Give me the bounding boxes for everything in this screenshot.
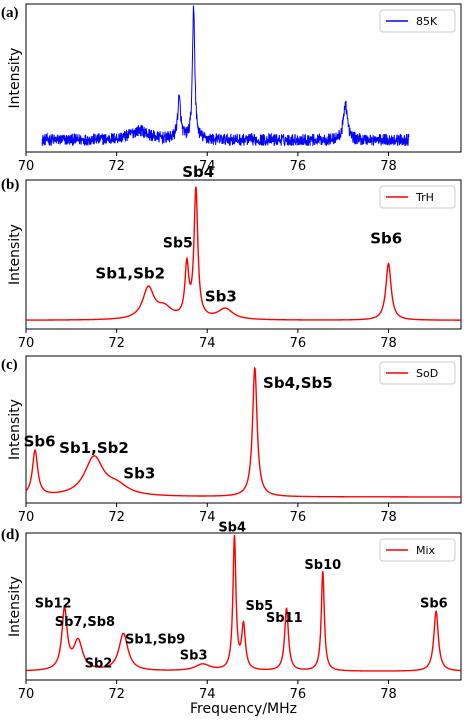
peak-annotation: Sb3: [205, 287, 237, 305]
panel-letter: (c): [1, 357, 18, 373]
x-tick-label: 70: [18, 687, 35, 702]
x-tick-label: 74: [199, 687, 216, 702]
x-tick-label: 78: [380, 159, 397, 174]
x-tick-label: 78: [380, 336, 397, 351]
y-axis-label: Intensity: [7, 224, 23, 285]
x-tick-label: 76: [290, 336, 307, 351]
legend-label: Mix: [416, 544, 436, 557]
x-tick-label: 78: [380, 687, 397, 702]
x-tick-label: 72: [108, 336, 125, 351]
legend-box: [379, 538, 456, 562]
axes-frame: [25, 355, 462, 504]
peak-annotation: Sb4,Sb5: [263, 374, 333, 392]
peak-annotation: Sb1,Sb2: [59, 439, 129, 457]
x-tick-label: 70: [18, 336, 35, 351]
peak-annotation: Sb1,Sb9: [125, 632, 185, 647]
peak-annotation: Sb1,Sb2: [95, 264, 165, 282]
legend-label: SoD: [416, 367, 438, 380]
peak-annotation: Sb3: [180, 648, 208, 663]
x-tick-label: 70: [18, 510, 35, 525]
legend-label: TrH: [415, 191, 434, 204]
peak-annotation: Sb11: [266, 611, 303, 626]
peak-annotation: Sb5: [246, 599, 274, 614]
x-tick-label: 78: [380, 510, 397, 525]
x-tick-label: 76: [290, 159, 307, 174]
legend: SoD: [379, 361, 456, 385]
x-tick-label: 72: [108, 510, 125, 525]
peak-annotation: Sb5: [163, 235, 193, 251]
spectrum-line: [41, 5, 410, 147]
y-axis-label: Intensity: [7, 48, 23, 109]
x-tick-label: 76: [290, 510, 307, 525]
x-axis-label: Frequency/MHz: [190, 701, 297, 717]
panel-b: 70 72 74 76 78 Intensity (b) TrH Sb4 Sb5 Sb1,Sb2 Sb…: [1, 163, 462, 351]
x-tick-label: 74: [199, 336, 216, 351]
peak-annotation: Sb6: [420, 597, 448, 612]
x-tick-label: 74: [199, 510, 216, 525]
y-axis-label: Intensity: [7, 576, 23, 637]
legend-label: 85K: [416, 15, 438, 28]
x-tick-label: 76: [290, 687, 307, 702]
peak-annotation: Sb4: [182, 163, 214, 181]
y-axis-label: Intensity: [7, 399, 23, 460]
spectrum-line: [25, 367, 461, 498]
axes-frame: [25, 179, 462, 330]
panel-letter: (b): [1, 177, 19, 193]
panel-letter: (d): [1, 527, 19, 543]
peak-annotation: Sb4: [218, 521, 246, 536]
peak-annotation: Sb7,Sb8: [55, 615, 115, 630]
legend: Mix: [379, 538, 456, 562]
peak-annotation: Sb2: [85, 656, 113, 671]
legend: TrH: [379, 185, 456, 209]
x-tick-label: 70: [18, 159, 35, 174]
panel-letter: (a): [1, 5, 19, 21]
peak-annotation: Sb6: [24, 432, 56, 450]
panel-d: 70 72 74 76 78 Intensity Frequency/MHz (d) Mix Sb…: [1, 521, 462, 717]
legend: 85K: [379, 9, 456, 33]
peak-annotation: Sb12: [35, 597, 72, 612]
x-tick-label: 74: [199, 159, 216, 174]
peak-annotation: Sb10: [304, 558, 341, 573]
panel-a: 70 72 74 76 78 Intensity (a) 85K: [1, 3, 462, 174]
peak-annotation: Sb6: [370, 229, 402, 247]
legend-box: [379, 9, 456, 33]
x-tick-label: 72: [108, 159, 125, 174]
panel-c: 70 72 74 76 78 Intensity (c) SoD Sb4,Sb5 Sb6 Sb1,S…: [1, 355, 462, 525]
x-tick-label: 72: [108, 687, 125, 702]
legend-box: [379, 185, 456, 209]
peak-annotation: Sb3: [123, 464, 155, 482]
spectrum-line: [26, 186, 461, 321]
axes-frame: [25, 3, 462, 153]
legend-box: [379, 361, 456, 385]
spectrum-line: [25, 534, 462, 672]
axes-frame: [25, 532, 462, 681]
